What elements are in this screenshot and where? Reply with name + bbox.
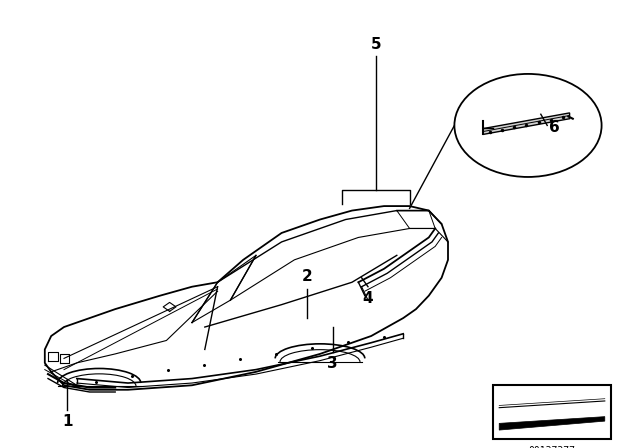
Bar: [493, 385, 611, 439]
Text: 1: 1: [62, 414, 72, 429]
Circle shape: [454, 74, 602, 177]
Text: 00137377: 00137377: [529, 446, 575, 448]
Text: 4: 4: [363, 291, 373, 306]
Polygon shape: [483, 113, 570, 134]
Polygon shape: [499, 417, 605, 430]
Text: 5: 5: [371, 37, 381, 52]
Text: 6: 6: [549, 120, 560, 135]
Text: 2: 2: [302, 270, 312, 284]
Text: 3: 3: [328, 356, 338, 371]
